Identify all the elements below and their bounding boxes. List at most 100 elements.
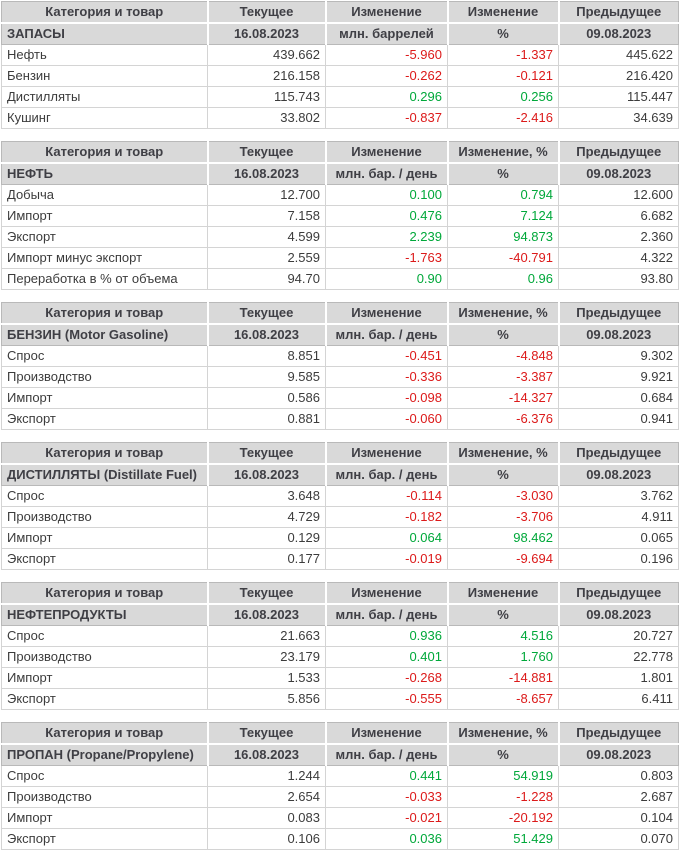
column-header-previous: 09.08.2023	[558, 23, 679, 45]
column-header-change: млн. бар. / день	[325, 464, 449, 486]
column-header-change-pct: Изменение, %	[447, 722, 560, 745]
table-row: Спрос 21.663 0.936 4.516 20.727	[1, 625, 679, 647]
change-cell: -1.763	[325, 247, 448, 269]
sub-header-row: НЕФТЕПРОДУКТЫ 16.08.2023 млн. бар. / день%…	[1, 604, 679, 626]
table-row: Экспорт 0.106 0.036 51.429 0.070	[1, 828, 679, 850]
change-pct-cell: 4.516	[447, 625, 559, 647]
column-header-current: Текущее	[207, 442, 327, 465]
column-header-current: 16.08.2023	[207, 464, 327, 486]
category-cell: Производство	[1, 366, 208, 388]
table-row: Экспорт 4.599 2.239 94.873 2.360	[1, 226, 679, 248]
change-pct-cell: 1.760	[447, 646, 559, 668]
change-cell: -0.182	[325, 506, 448, 528]
table-row: Импорт 7.158 0.476 7.124 6.682	[1, 205, 679, 227]
current-cell: 23.179	[207, 646, 326, 668]
change-cell: 0.441	[325, 765, 448, 787]
change-cell: -0.114	[325, 485, 448, 507]
change-pct-cell: -8.657	[447, 688, 559, 710]
table-petroleum-products: Категория и товар Текущее Изменение Изменен…	[1, 582, 679, 710]
column-header-change: Изменение	[325, 582, 449, 605]
change-cell: -0.021	[325, 807, 448, 829]
column-header-category: Категория и товар	[1, 302, 209, 325]
table-row: Производство 23.179 0.401 1.760 22.778	[1, 646, 679, 668]
previous-cell: 12.600	[558, 184, 679, 206]
change-pct-cell: 7.124	[447, 205, 559, 227]
column-header-change-pct: Изменение, %	[447, 302, 560, 325]
section-title: ДИСТИЛЛЯТЫ (Distillate Fuel)	[1, 464, 209, 486]
previous-cell: 0.065	[558, 527, 679, 549]
current-cell: 21.663	[207, 625, 326, 647]
column-header-change-pct: %	[447, 604, 560, 626]
category-cell: Импорт	[1, 387, 208, 409]
change-pct-cell: 98.462	[447, 527, 559, 549]
current-cell: 0.881	[207, 408, 326, 430]
change-pct-cell: -40.791	[447, 247, 559, 269]
column-header-change-pct: Изменение	[447, 582, 560, 605]
category-cell: Переработка в % от объема	[1, 268, 208, 290]
previous-cell: 1.801	[558, 667, 679, 689]
column-header-previous: Предыдущее	[558, 1, 679, 24]
column-header-previous: Предыдущее	[558, 302, 679, 325]
previous-cell: 115.447	[558, 86, 679, 108]
table-row: Производство 2.654 -0.033 -1.228 2.687	[1, 786, 679, 808]
column-header-row: Категория и товар Текущее Изменение Изменен…	[1, 582, 679, 605]
change-cell: -0.098	[325, 387, 448, 409]
current-cell: 0.586	[207, 387, 326, 409]
current-cell: 5.856	[207, 688, 326, 710]
column-header-previous: 09.08.2023	[558, 744, 679, 766]
previous-cell: 0.104	[558, 807, 679, 829]
table-crude-oil: Категория и товар Текущее Изменение Изменен…	[1, 141, 679, 290]
column-header-change-pct: %	[447, 163, 560, 185]
change-cell: 0.90	[325, 268, 448, 290]
sub-header-row: НЕФТЬ 16.08.2023 млн. бар. / день% 09.08.20…	[1, 163, 679, 185]
previous-cell: 0.070	[558, 828, 679, 850]
column-header-previous: 09.08.2023	[558, 163, 679, 185]
column-header-change-pct: %	[447, 464, 560, 486]
category-cell: Импорт минус экспорт	[1, 247, 208, 269]
previous-cell: 0.941	[558, 408, 679, 430]
change-cell: -0.268	[325, 667, 448, 689]
change-pct-cell: -1.337	[447, 44, 559, 66]
previous-cell: 6.411	[558, 688, 679, 710]
column-header-change-pct: Изменение, %	[447, 141, 560, 164]
column-header-current: Текущее	[207, 722, 327, 745]
current-cell: 0.129	[207, 527, 326, 549]
change-cell: 0.401	[325, 646, 448, 668]
table-row: Спрос 1.244 0.441 54.919 0.803	[1, 765, 679, 787]
current-cell: 2.654	[207, 786, 326, 808]
change-cell: 0.036	[325, 828, 448, 850]
change-pct-cell: -9.694	[447, 548, 559, 570]
current-cell: 1.244	[207, 765, 326, 787]
change-pct-cell: 94.873	[447, 226, 559, 248]
table-row: Импорт минус экспорт 2.559 -1.763 -40.791 4.…	[1, 247, 679, 269]
change-pct-cell: -2.416	[447, 107, 559, 129]
column-header-previous: Предыдущее	[558, 141, 679, 164]
change-cell: -0.262	[325, 65, 448, 87]
column-header-current: 16.08.2023	[207, 163, 327, 185]
change-pct-cell: 0.96	[447, 268, 559, 290]
category-cell: Нефть	[1, 44, 208, 66]
change-cell: 0.296	[325, 86, 448, 108]
table-row: Спрос 3.648 -0.114 -3.030 3.762	[1, 485, 679, 507]
previous-cell: 34.639	[558, 107, 679, 129]
change-pct-cell: 51.429	[447, 828, 559, 850]
section-title: ЗАПАСЫ	[1, 23, 209, 45]
current-cell: 2.559	[207, 247, 326, 269]
column-header-change: Изменение	[325, 722, 449, 745]
sub-header-row: ЗАПАСЫ 16.08.2023 млн. баррелей% 09.08.2023	[1, 23, 679, 45]
current-cell: 115.743	[207, 86, 326, 108]
previous-cell: 9.302	[558, 345, 679, 367]
column-header-change-pct: Изменение	[447, 1, 560, 24]
change-cell: -5.960	[325, 44, 448, 66]
change-pct-cell: -14.881	[447, 667, 559, 689]
table-row: Производство 4.729 -0.182 -3.706 4.911	[1, 506, 679, 528]
table-row: Добыча 12.700 0.100 0.794 12.600	[1, 184, 679, 206]
current-cell: 94.70	[207, 268, 326, 290]
column-header-category: Категория и товар	[1, 442, 209, 465]
change-cell: -0.019	[325, 548, 448, 570]
column-header-current: Текущее	[207, 141, 327, 164]
previous-cell: 93.80	[558, 268, 679, 290]
table-row: Импорт 0.129 0.064 98.462 0.065	[1, 527, 679, 549]
previous-cell: 22.778	[558, 646, 679, 668]
column-header-change-pct: Изменение, %	[447, 442, 560, 465]
